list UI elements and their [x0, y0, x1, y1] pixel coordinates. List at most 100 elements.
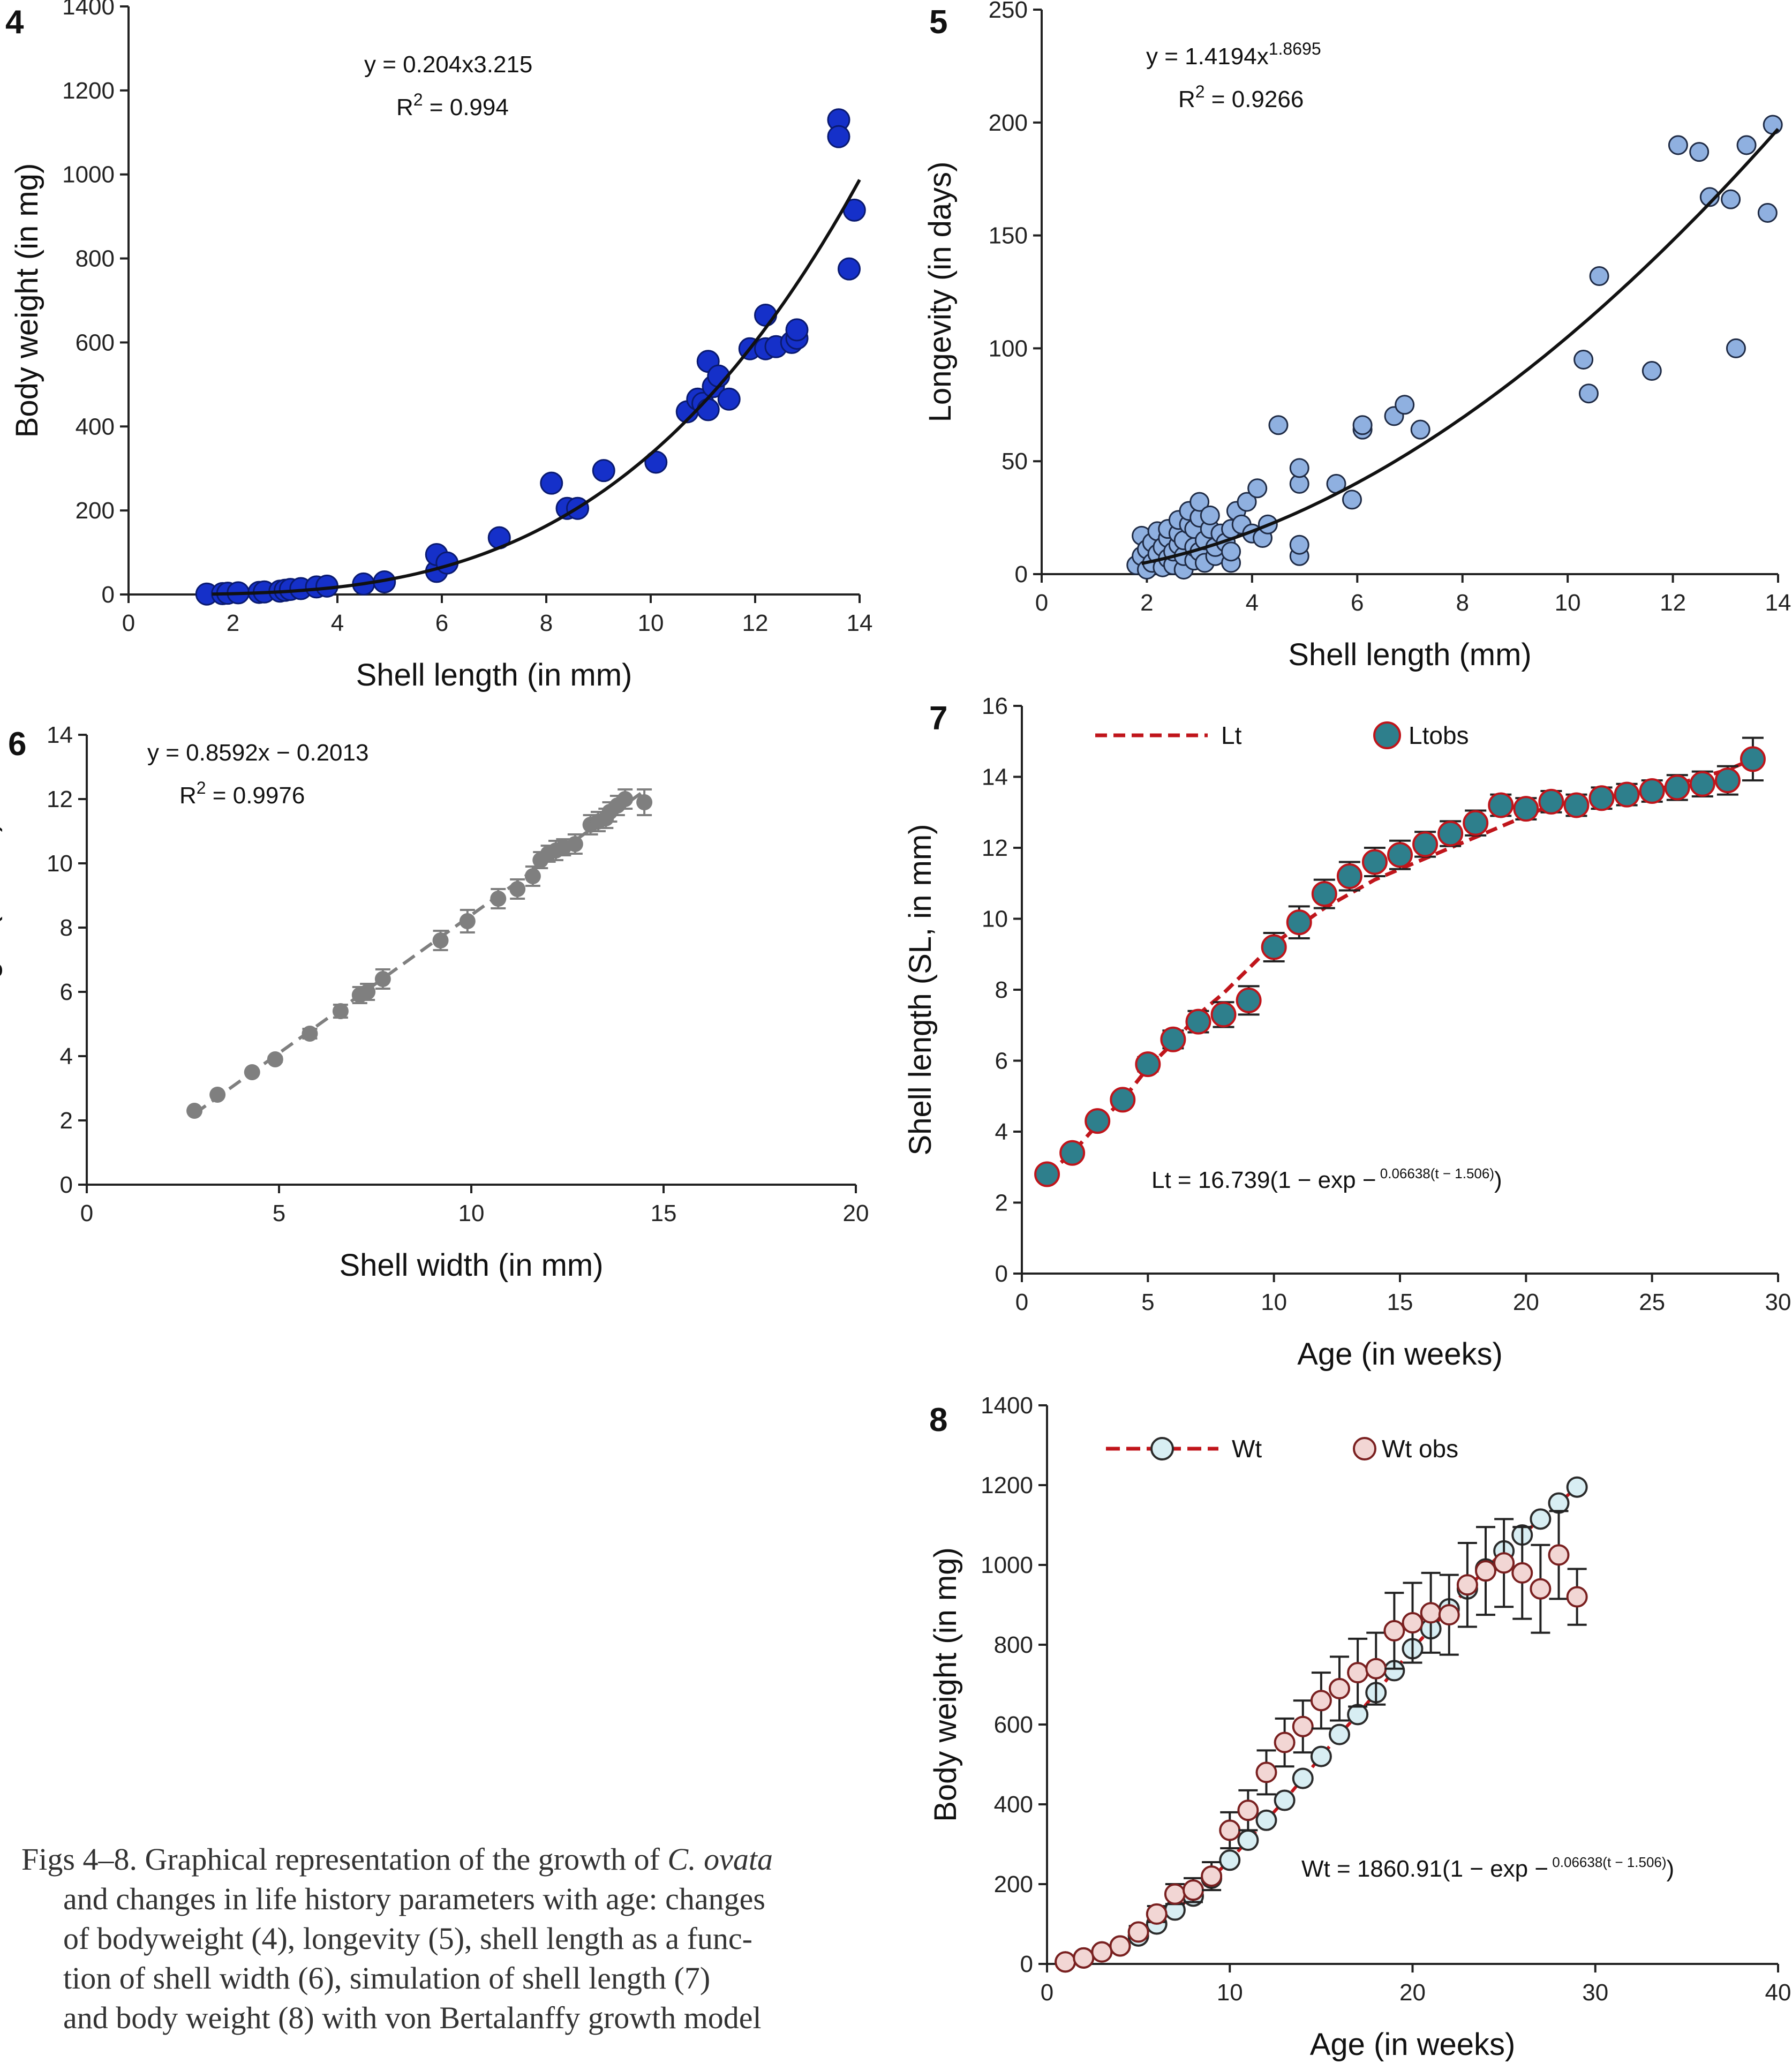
- y-tick-label: 6: [60, 979, 73, 1005]
- equation-line: y = 1.4194x1.8695: [1146, 39, 1321, 70]
- data-point-wtobs: [1237, 1800, 1259, 1821]
- data-point-ltobs: [1664, 774, 1690, 801]
- panel-number: 4: [5, 4, 24, 41]
- data-point-ltobs: [1185, 1008, 1211, 1035]
- data-point: [267, 1051, 283, 1067]
- data-point-ltobs: [1588, 785, 1615, 811]
- x-tick-label: 4: [1246, 590, 1259, 616]
- data-point: [1726, 338, 1746, 358]
- y-tick-label: 10: [47, 850, 73, 877]
- data-point-wtobs: [1548, 1544, 1570, 1566]
- caption-line: of bodyweight (4), longevity (5), shell …: [63, 1921, 752, 1956]
- data-point-ltobs: [1361, 849, 1388, 875]
- data-point: [1189, 492, 1210, 512]
- data-point-wtobs: [1530, 1578, 1552, 1600]
- x-tick-label: 8: [540, 610, 553, 636]
- data-point: [1289, 534, 1309, 555]
- data-point-ltobs: [1614, 781, 1640, 808]
- data-point-ltobs: [1563, 792, 1590, 818]
- data-point: [1668, 135, 1688, 155]
- x-tick-label: 40: [1765, 1979, 1791, 2006]
- data-point: [374, 971, 391, 987]
- data-point: [717, 387, 741, 411]
- data-point-ltobs: [1236, 987, 1262, 1013]
- data-point-ltobs: [1311, 881, 1337, 907]
- data-point-ltobs: [1336, 863, 1362, 889]
- data-point-wtobs: [1420, 1602, 1442, 1624]
- y-tick-label: 0: [1015, 561, 1028, 588]
- r-squared-label: R2 = 0.994: [396, 90, 509, 121]
- x-axis-title: Shell length (mm): [1288, 637, 1531, 672]
- data-point: [1757, 202, 1778, 223]
- y-tick-label: 150: [989, 223, 1028, 249]
- data-point-wt: [1548, 1492, 1570, 1514]
- data-point-wtobs: [1274, 1731, 1296, 1753]
- data-point-ltobs: [1160, 1026, 1186, 1052]
- legend-swatch-wt: [1150, 1437, 1174, 1460]
- data-point-wtobs: [1183, 1879, 1204, 1901]
- data-point: [838, 257, 861, 281]
- y-tick-label: 50: [1002, 448, 1028, 475]
- x-tick-label: 10: [1555, 590, 1581, 616]
- chart-body-weight-vs-shell-length: 0 2 4 6 8 10 12 14 0 200 400 600 800 1000 1200 1400 Shel…: [5, 0, 872, 692]
- data-point-ltobs: [1689, 771, 1715, 797]
- data-point-ltobs: [1261, 934, 1287, 960]
- data-point-wt: [1274, 1789, 1296, 1811]
- data-point: [332, 1003, 349, 1019]
- y-axis-title: Body weight (in mg): [10, 163, 44, 438]
- data-point-wtobs: [1365, 1658, 1387, 1680]
- panel-number: 5: [929, 4, 947, 41]
- x-axis-title: Age (in weeks): [1297, 1337, 1503, 1372]
- data-point-wtobs: [1347, 1662, 1369, 1684]
- x-tick-label: 0: [1015, 1289, 1028, 1315]
- data-point: [1573, 349, 1594, 370]
- data-point-ltobs: [1210, 1002, 1237, 1028]
- trend-line: [212, 179, 861, 596]
- data-point: [524, 868, 541, 884]
- data-point: [186, 1103, 203, 1119]
- data-point: [567, 836, 583, 852]
- y-tick-label: 1200: [62, 78, 115, 104]
- data-point-wt: [1255, 1809, 1277, 1831]
- data-point-ltobs: [1740, 746, 1766, 772]
- y-tick-label: 8: [995, 977, 1008, 1003]
- data-point-wt: [1237, 1829, 1259, 1851]
- data-point: [1237, 492, 1257, 512]
- series-line-lt: [1045, 757, 1754, 1176]
- y-tick-label: 0: [995, 1261, 1008, 1287]
- data-point: [459, 913, 476, 929]
- data-point: [617, 791, 634, 807]
- data-point-ltobs: [1412, 831, 1439, 857]
- y-tick-label: 4: [995, 1119, 1008, 1145]
- y-tick-label: 600: [994, 1712, 1033, 1738]
- y-tick-label: 1200: [981, 1472, 1033, 1499]
- x-tick-label: 12: [1660, 590, 1686, 616]
- x-tick-label: 5: [1141, 1289, 1154, 1315]
- y-tick-label: 16: [982, 693, 1008, 719]
- equation-line: y = 0.204x3.215: [364, 51, 532, 78]
- data-point-wtobs: [1475, 1560, 1496, 1582]
- x-tick-label: 10: [458, 1200, 485, 1226]
- y-axis-title: Shell length (SL, in mm): [903, 824, 938, 1156]
- y-tick-label: 600: [76, 329, 115, 356]
- growth-equation: Lt = 16.739(1 − exp − 0.06638(t − 1.506)…: [1151, 1165, 1502, 1193]
- x-tick-label: 14: [1765, 590, 1791, 616]
- data-point: [209, 1087, 226, 1103]
- y-tick-label: 8: [60, 915, 73, 941]
- data-point-wtobs: [1292, 1715, 1314, 1737]
- data-point-wtobs: [1310, 1690, 1332, 1712]
- x-axis-title: Shell width (in mm): [339, 1248, 603, 1283]
- data-point: [1221, 541, 1241, 562]
- data-point-wtobs: [1383, 1620, 1405, 1642]
- x-tick-label: 2: [227, 610, 239, 636]
- data-point-wt: [1530, 1508, 1552, 1530]
- r-squared-label: R2 = 0.9266: [1178, 82, 1304, 112]
- data-point-wt: [1329, 1723, 1350, 1745]
- data-point: [1395, 395, 1415, 415]
- data-point: [1268, 415, 1289, 435]
- panel-number: 7: [929, 700, 947, 737]
- x-tick-label: 12: [742, 610, 769, 636]
- data-point-wtobs: [1146, 1903, 1168, 1925]
- x-tick-label: 15: [1387, 1289, 1413, 1315]
